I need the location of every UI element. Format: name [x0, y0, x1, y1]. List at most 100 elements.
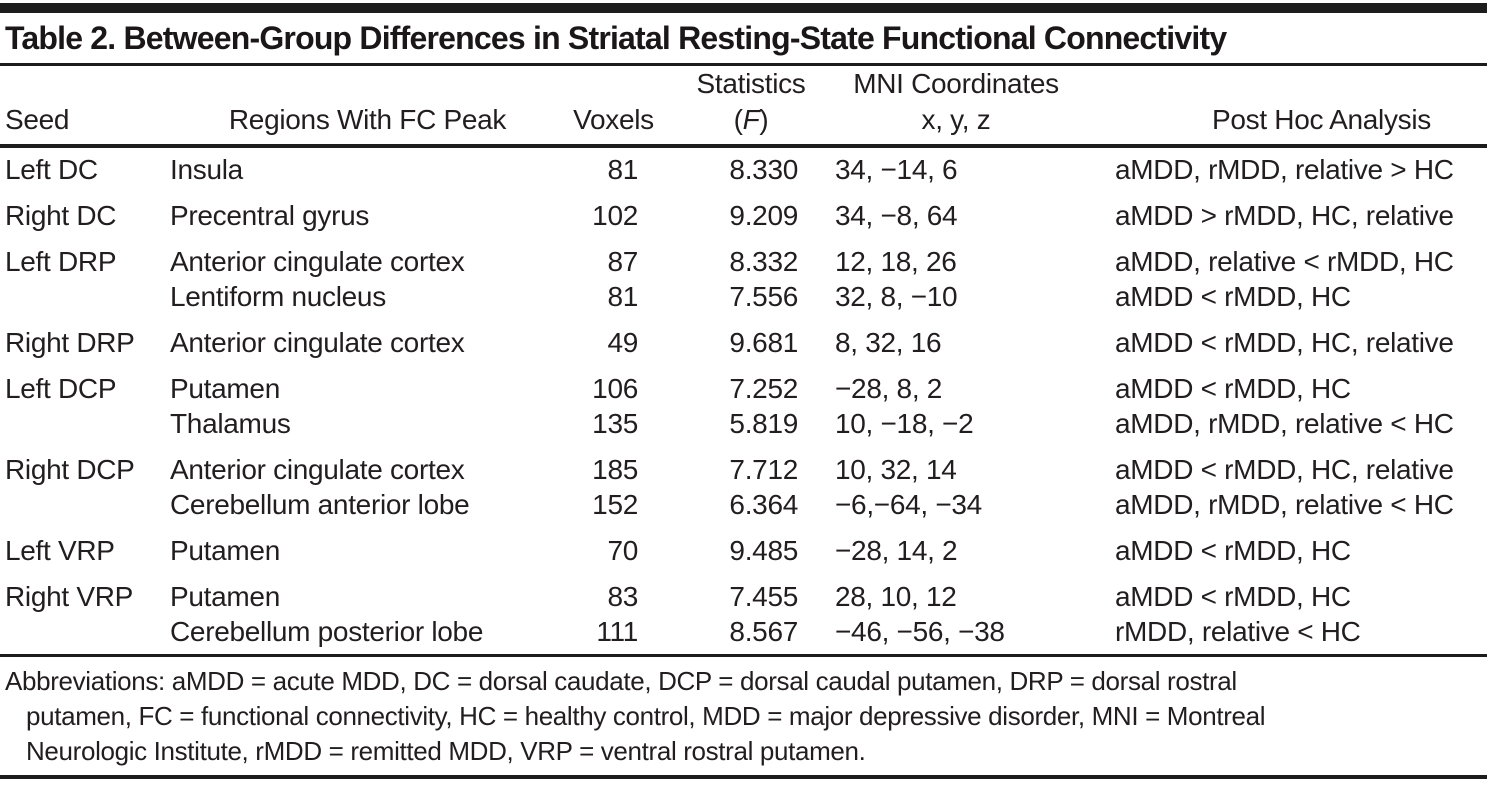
table-row: Lentiform nucleus 81 7.556 32, 8, −10 aMDD <…	[0, 279, 1487, 314]
cell-post-hoc: aMDD < rMDD, HC	[1115, 373, 1351, 404]
cell-post-hoc: aMDD < rMDD, HC	[1115, 535, 1351, 566]
table-row: Right DRP Anterior cingulate cortex 49 9.68…	[0, 314, 1487, 360]
cell-region: Cerebellum anterior lobe	[170, 489, 470, 520]
cell-seed: Right DCP	[5, 454, 135, 485]
table-row: Right DCP Anterior cingulate cortex 185 7.7…	[0, 441, 1487, 487]
cell-voxels: 87	[607, 246, 638, 277]
abbreviations-line: Abbreviations: aMDD = acute MDD, DC = do…	[5, 666, 1237, 696]
cell-region: Putamen	[170, 581, 280, 612]
cell-voxels: 106	[592, 373, 638, 404]
table-row: Left VRP Putamen 70 9.485 −28, 14, 2 aMDD < r…	[0, 522, 1487, 568]
cell-post-hoc: aMDD < rMDD, HC, relative	[1115, 327, 1454, 358]
table-top-rule	[0, 3, 1487, 13]
cell-mni-coordinates: 32, 8, −10	[835, 281, 958, 312]
cell-region: Anterior cingulate cortex	[170, 246, 465, 277]
cell-region: Putamen	[170, 535, 280, 566]
cell-region: Lentiform nucleus	[170, 281, 386, 312]
cell-seed	[0, 614, 170, 649]
cell-post-hoc: aMDD, rMDD, relative < HC	[1115, 489, 1454, 520]
cell-mni-coordinates: 34, −8, 64	[835, 200, 958, 231]
xyz-label: x, y, z	[921, 104, 991, 135]
cell-mni-coordinates: 10, −18, −2	[835, 408, 974, 439]
cell-voxels: 102	[592, 200, 638, 231]
cell-voxels: 81	[607, 154, 638, 185]
cell-mni-coordinates: −28, 8, 2	[835, 373, 943, 404]
cell-f-statistic: 8.332	[729, 246, 798, 277]
statistics-label: Statistics	[696, 68, 806, 99]
col-header-seed: Seed	[0, 66, 170, 148]
cell-post-hoc: aMDD < rMDD, HC, relative	[1115, 454, 1454, 485]
cell-seed	[0, 487, 170, 522]
footnote-divider-rule	[0, 654, 1487, 657]
cell-f-statistic: 9.209	[729, 200, 798, 231]
table-row: Right VRP Putamen 83 7.455 28, 10, 12 aMDD < …	[0, 568, 1487, 614]
cell-seed	[0, 279, 170, 314]
cell-region: Anterior cingulate cortex	[170, 327, 465, 358]
title-divider-rule	[0, 63, 1487, 66]
table-row: Left DC Insula 81 8.330 34, −14, 6 aMDD, rMDD…	[0, 146, 1487, 187]
cell-region: Thalamus	[170, 408, 291, 439]
table-row: Cerebellum anterior lobe 152 6.364 −6,−64, …	[0, 487, 1487, 522]
col-header-regions: Regions With FC Peak	[170, 66, 565, 148]
table-row: Thalamus 135 5.819 10, −18, −2 aMDD, rMDD, r…	[0, 406, 1487, 441]
table-row: Left DCP Putamen 106 7.252 −28, 8, 2 aMDD < r…	[0, 360, 1487, 406]
table-body: Left DC Insula 81 8.330 34, −14, 6 aMDD, rMDD…	[0, 146, 1487, 649]
cell-post-hoc: aMDD, rMDD, relative < HC	[1115, 408, 1454, 439]
f-statistic-label: (F)	[686, 102, 816, 138]
cell-mni-coordinates: −28, 14, 2	[835, 535, 958, 566]
cell-seed: Left VRP	[5, 535, 115, 566]
abbreviations-line: Neurologic Institute, rMDD = remitted MD…	[26, 736, 866, 766]
paren-close: )	[759, 104, 769, 135]
cell-post-hoc: aMDD, relative < rMDD, HC	[1115, 246, 1454, 277]
cell-voxels: 83	[607, 581, 638, 612]
cell-seed: Right DC	[5, 200, 117, 231]
cell-f-statistic: 5.819	[729, 408, 798, 439]
cell-seed: Right DRP	[5, 327, 135, 358]
cell-region: Insula	[170, 154, 243, 185]
col-header-mni-coordinates: MNI Coordinates x, y, z	[816, 66, 1096, 148]
cell-voxels: 111	[596, 616, 638, 647]
cell-post-hoc: aMDD, rMDD, relative > HC	[1115, 154, 1454, 185]
cell-post-hoc: aMDD < rMDD, HC	[1115, 281, 1351, 312]
cell-mni-coordinates: 12, 18, 26	[835, 246, 957, 277]
cell-region: Anterior cingulate cortex	[170, 454, 465, 485]
cell-voxels: 152	[592, 489, 638, 520]
f-symbol: F	[742, 104, 760, 135]
cell-mni-coordinates: 34, −14, 6	[835, 154, 958, 185]
cell-region: Cerebellum posterior lobe	[170, 616, 484, 647]
cell-f-statistic: 9.485	[729, 535, 798, 566]
cell-f-statistic: 8.567	[729, 616, 798, 647]
cell-f-statistic: 9.681	[729, 327, 798, 358]
cell-seed	[0, 406, 170, 441]
cell-seed: Right VRP	[5, 581, 134, 612]
cell-mni-coordinates: 10, 32, 14	[835, 454, 957, 485]
cell-post-hoc: aMDD > rMDD, HC, relative	[1115, 200, 1454, 231]
cell-post-hoc: aMDD < rMDD, HC	[1115, 581, 1351, 612]
cell-voxels: 185	[592, 454, 638, 485]
cell-mni-coordinates: 28, 10, 12	[835, 581, 957, 612]
cell-f-statistic: 7.712	[729, 454, 798, 485]
cell-mni-coordinates: 8, 32, 16	[835, 327, 942, 358]
cell-f-statistic: 7.455	[729, 581, 798, 612]
cell-voxels: 135	[592, 408, 638, 439]
table-row: Cerebellum posterior lobe 111 8.567 −46, −5…	[0, 614, 1487, 649]
header-row: Seed Regions With FC Peak Voxels Statist…	[0, 66, 1487, 148]
abbreviations-note: Abbreviations: aMDD = acute MDD, DC = do…	[0, 657, 1487, 775]
col-header-voxels: Voxels	[565, 66, 686, 148]
connectivity-table: Seed Regions With FC Peak Voxels Statist…	[0, 66, 1487, 649]
cell-region: Precentral gyrus	[170, 200, 370, 231]
paren-open: (	[733, 104, 743, 135]
cell-f-statistic: 6.364	[729, 489, 798, 520]
cell-f-statistic: 8.330	[729, 154, 798, 185]
table-bottom-rule	[0, 775, 1487, 779]
cell-mni-coordinates: −6,−64, −34	[835, 489, 982, 520]
cell-region: Putamen	[170, 373, 280, 404]
cell-voxels: 81	[607, 281, 638, 312]
abbreviations-line: putamen, FC = functional connectivity, H…	[26, 701, 1266, 731]
mni-coordinates-label: MNI Coordinates	[853, 68, 1059, 99]
cell-voxels: 49	[607, 327, 638, 358]
cell-post-hoc: rMDD, relative < HC	[1115, 616, 1361, 647]
col-header-statistics: Statistics (F)	[686, 66, 816, 148]
col-header-post-hoc: Post Hoc Analysis	[1096, 66, 1487, 148]
